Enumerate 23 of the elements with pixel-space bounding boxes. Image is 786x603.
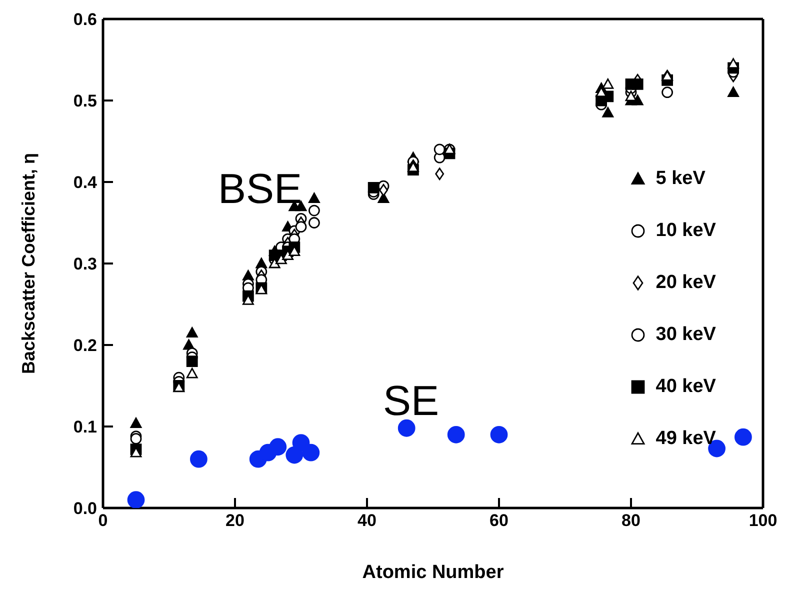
y-tick-label: 0.2 xyxy=(73,336,97,356)
annotation: BSE xyxy=(218,165,302,212)
legend-label: 10 keV xyxy=(656,220,716,242)
y-tick-label: 0.4 xyxy=(73,173,98,192)
x-tick-label: 60 xyxy=(490,511,508,530)
y-axis-title: Backscatter Coefficient, η xyxy=(18,152,38,374)
x-tick-label: 40 xyxy=(358,511,376,530)
y-tick-label: 0.6 xyxy=(73,10,97,30)
y-tick-label: 0.0 xyxy=(73,499,97,518)
x-tick-label: 0 xyxy=(98,511,108,530)
legend-label: 40 keV xyxy=(656,376,716,398)
annotation: SE xyxy=(383,377,440,424)
x-axis-title: Atomic Number xyxy=(362,562,504,583)
legend-label: 30 keV xyxy=(656,324,716,346)
legend-label: 20 keV xyxy=(656,272,716,294)
x-tick-label: 100 xyxy=(748,511,778,530)
x-tick-label: 20 xyxy=(226,511,244,530)
legend-label: 5 keV xyxy=(656,168,706,190)
x-tick-label: 80 xyxy=(622,511,640,530)
legend-label: 49 keV xyxy=(656,428,716,450)
y-tick-label: 0.5 xyxy=(73,92,97,111)
y-tick-label: 0.1 xyxy=(73,418,97,437)
y-tick-label: 0.3 xyxy=(73,254,97,274)
